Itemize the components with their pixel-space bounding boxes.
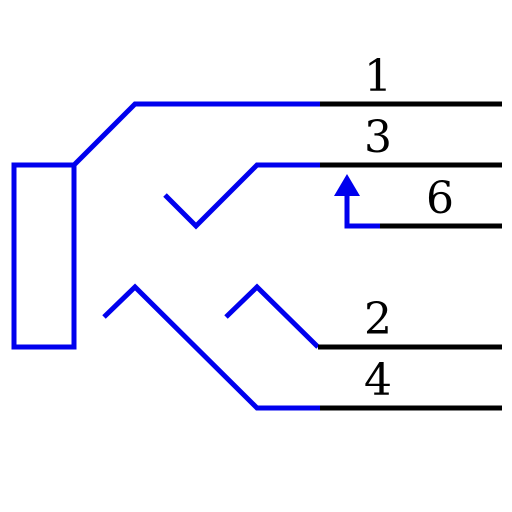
pin-3-label: 3 xyxy=(364,112,392,163)
pin-4-contact xyxy=(102,283,320,411)
pin-2-label: 2 xyxy=(364,294,392,345)
pin-1-label: 1 xyxy=(364,51,392,102)
pin-6-switch-lever xyxy=(344,192,380,229)
switch-arrow-icon xyxy=(334,174,360,196)
pin-4-label: 4 xyxy=(364,355,392,406)
pin-6-label: 6 xyxy=(426,173,454,224)
pin-2-contact xyxy=(224,283,320,349)
pin-1-contact xyxy=(72,101,320,167)
jack-body xyxy=(11,162,77,350)
pin-3-contact xyxy=(163,162,320,230)
